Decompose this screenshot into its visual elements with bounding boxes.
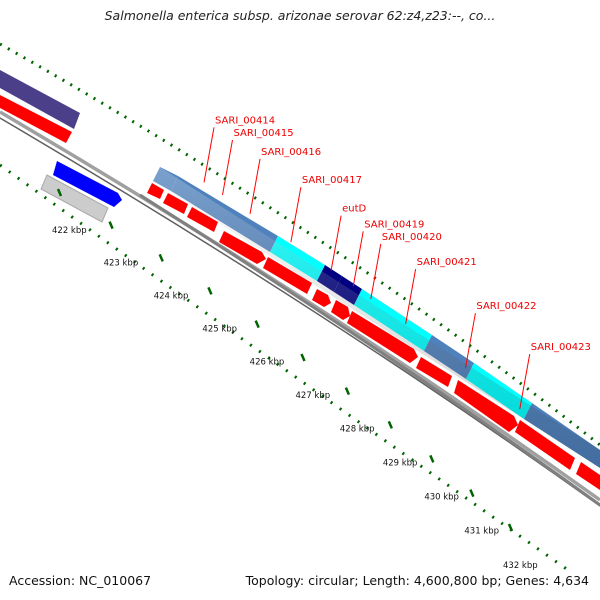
- scale-tick-label: 424 kbp: [154, 291, 189, 301]
- gene-label-leader: [519, 354, 531, 410]
- scale-tick-mark: [429, 454, 435, 463]
- gene-label[interactable]: SARI_00415: [234, 128, 294, 139]
- cds-left-band[interactable]: [0, 95, 72, 143]
- gene-label[interactable]: SARI_00421: [417, 257, 477, 268]
- scale-tick-mark: [158, 253, 164, 262]
- backbone-lower: [139, 193, 600, 507]
- gene-label-leader: [405, 269, 417, 325]
- cds-arrow[interactable]: [312, 289, 331, 307]
- cds-track: [147, 183, 600, 490]
- scale-tick-label: 431 kbp: [464, 527, 499, 537]
- gene-label[interactable]: SARI_00417: [302, 175, 362, 186]
- gene-label-leader: [222, 139, 234, 196]
- blue-feature[interactable]: [53, 161, 122, 207]
- cds-arrow[interactable]: [576, 462, 600, 490]
- cds-arrow[interactable]: [416, 357, 452, 387]
- outer-dotted-arc: [0, 42, 600, 447]
- scale-tick-label: 429 kbp: [383, 458, 418, 468]
- scale-tick-label: 426 kbp: [250, 358, 285, 368]
- scale-tick-label: 430 kbp: [424, 492, 459, 502]
- cds-arrow[interactable]: [331, 300, 350, 320]
- gene-label[interactable]: SARI_00414: [215, 115, 275, 126]
- scale-tick-label: 423 kbp: [104, 259, 139, 269]
- cds-arrow[interactable]: [347, 311, 418, 363]
- gene-label-leader: [330, 215, 342, 271]
- gene-label[interactable]: SARI_00422: [476, 301, 536, 312]
- gene-label-leader: [203, 127, 215, 183]
- scale-tick-mark: [300, 353, 306, 362]
- scale-tick-label: 432 kbp: [503, 561, 538, 571]
- gene-label-leader: [249, 158, 261, 214]
- gene-label-leader: [370, 243, 382, 299]
- scale-tick-mark: [108, 221, 114, 230]
- scale-tick-label: 428 kbp: [340, 425, 375, 435]
- cds-arrow[interactable]: [515, 420, 575, 470]
- grey-feature[interactable]: [40, 174, 109, 223]
- scale-tick-mark: [56, 188, 63, 197]
- scale-tick-mark: [387, 420, 393, 429]
- cds-arrow[interactable]: [454, 380, 518, 432]
- scale-tick-mark: [344, 387, 351, 396]
- cog-slate-band[interactable]: [0, 70, 80, 129]
- cds-arrow[interactable]: [147, 183, 164, 199]
- cds-arrow[interactable]: [187, 207, 218, 232]
- cds-arrow[interactable]: [163, 193, 188, 214]
- map-title: Salmonella enterica subsp. arizonae sero…: [104, 8, 496, 23]
- inner-dotted-arc: [0, 163, 569, 572]
- gene-label[interactable]: SARI_00416: [261, 147, 321, 158]
- cog-ring: [153, 167, 600, 468]
- gene-label[interactable]: eutD: [342, 204, 366, 215]
- scale-tick-mark: [469, 489, 475, 498]
- cog-shading: [153, 167, 600, 468]
- accession-text: Accession: NC_010067: [9, 573, 152, 588]
- scale-tick-mark: [207, 286, 213, 295]
- cds-arrow[interactable]: [219, 231, 266, 264]
- scale-tick-mark: [507, 523, 514, 532]
- scale-tick-mark: [254, 320, 260, 329]
- backbone-outer: [0, 110, 600, 502]
- gene-label[interactable]: SARI_00420: [382, 232, 442, 243]
- cds-arrow[interactable]: [263, 257, 312, 294]
- scale-ticks: 422 kbp 423 kbp 424 kbp 425 kbp 426 kbp 427 k…: [52, 188, 538, 571]
- gene-label-leader: [290, 187, 302, 243]
- gene-label[interactable]: SARI_00423: [531, 342, 591, 353]
- genome-summary-text: Topology: circular; Length: 4,600,800 bp…: [245, 573, 589, 588]
- gene-label-leader: [352, 231, 364, 287]
- scale-tick-label: 427 kbp: [296, 391, 331, 401]
- gene-label-leader: [464, 313, 476, 369]
- gene-label[interactable]: SARI_00419: [364, 219, 424, 230]
- scale-tick-label: 422 kbp: [52, 226, 87, 236]
- gene-labels: SARI_00414 SARI_00415 SARI_00416 SARI_00417…: [203, 115, 591, 410]
- scale-tick-label: 425 kbp: [202, 324, 237, 334]
